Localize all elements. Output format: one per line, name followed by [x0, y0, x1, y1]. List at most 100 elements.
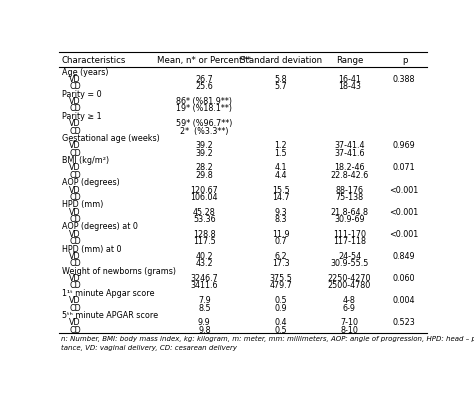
Text: 8-10: 8-10 — [340, 325, 358, 334]
Text: VD: VD — [69, 318, 81, 326]
Text: Age (years): Age (years) — [62, 68, 109, 77]
Text: 18-43: 18-43 — [338, 82, 361, 91]
Text: 29.8: 29.8 — [195, 171, 213, 179]
Text: 30.9-69: 30.9-69 — [334, 215, 365, 224]
Text: Characteristics: Characteristics — [62, 56, 126, 65]
Text: 0.388: 0.388 — [393, 75, 415, 84]
Text: 0.849: 0.849 — [393, 251, 416, 260]
Text: 9.8: 9.8 — [198, 325, 210, 334]
Text: 375.5: 375.5 — [269, 273, 292, 282]
Text: CD: CD — [69, 259, 81, 268]
Text: p: p — [402, 56, 407, 65]
Text: 88-176: 88-176 — [336, 185, 364, 194]
Text: Gestational age (weeks): Gestational age (weeks) — [62, 134, 160, 143]
Text: 0.071: 0.071 — [393, 163, 416, 172]
Text: 30.9-55.5: 30.9-55.5 — [330, 259, 369, 268]
Text: 75-138: 75-138 — [336, 192, 364, 201]
Text: <0.001: <0.001 — [390, 185, 419, 194]
Text: 25.6: 25.6 — [195, 82, 213, 91]
Text: 120.67: 120.67 — [191, 185, 218, 194]
Text: CD: CD — [69, 171, 81, 179]
Text: VD: VD — [69, 97, 81, 106]
Text: 0.4: 0.4 — [274, 318, 287, 326]
Text: 0.9: 0.9 — [274, 303, 287, 312]
Text: 5.7: 5.7 — [274, 82, 287, 91]
Text: 11.9: 11.9 — [272, 229, 290, 238]
Text: CD: CD — [69, 215, 81, 224]
Text: 4.4: 4.4 — [274, 171, 287, 179]
Text: VD: VD — [69, 207, 81, 216]
Text: <0.001: <0.001 — [390, 207, 419, 216]
Text: Range: Range — [336, 56, 363, 65]
Text: 0.004: 0.004 — [393, 295, 415, 305]
Text: 3411.6: 3411.6 — [191, 281, 218, 290]
Text: VD: VD — [69, 251, 81, 260]
Text: 8.3: 8.3 — [274, 215, 287, 224]
Text: 19* (%18.1**): 19* (%18.1**) — [176, 104, 232, 113]
Text: AOP (degrees): AOP (degrees) — [62, 178, 119, 187]
Text: Mean, n* or Percent**: Mean, n* or Percent** — [157, 56, 251, 65]
Text: 15.5: 15.5 — [272, 185, 290, 194]
Text: VD: VD — [69, 295, 81, 305]
Text: 0.5: 0.5 — [274, 325, 287, 334]
Text: 0.969: 0.969 — [393, 141, 416, 150]
Text: 43.2: 43.2 — [196, 259, 213, 268]
Text: VD: VD — [69, 273, 81, 282]
Text: 39.2: 39.2 — [195, 141, 213, 150]
Text: 6.2: 6.2 — [274, 251, 287, 260]
Text: AOP (degrees) at 0: AOP (degrees) at 0 — [62, 222, 137, 231]
Text: 45.28: 45.28 — [193, 207, 216, 216]
Text: 37-41.6: 37-41.6 — [334, 148, 365, 157]
Text: 24-54: 24-54 — [338, 251, 361, 260]
Text: CD: CD — [69, 104, 81, 113]
Text: Parity ≥ 1: Parity ≥ 1 — [62, 111, 101, 121]
Text: <0.001: <0.001 — [390, 229, 419, 238]
Text: 2*  (%3.3**): 2* (%3.3**) — [180, 126, 228, 135]
Text: 18.2-46: 18.2-46 — [334, 163, 365, 172]
Text: 16-41: 16-41 — [338, 75, 361, 84]
Text: 106.04: 106.04 — [191, 192, 218, 201]
Text: VD: VD — [69, 185, 81, 194]
Text: 0.060: 0.060 — [393, 273, 415, 282]
Text: 1¹ᵗ minute Apgar score: 1¹ᵗ minute Apgar score — [62, 288, 155, 297]
Text: n: Number, BMI: body mass index, kg: kilogram, m: meter, mm: millimeters, AOP: a: n: Number, BMI: body mass index, kg: kil… — [61, 335, 474, 350]
Text: CD: CD — [69, 281, 81, 290]
Text: BMI (kg/m²): BMI (kg/m²) — [62, 156, 109, 165]
Text: 0.7: 0.7 — [274, 237, 287, 245]
Text: 17.3: 17.3 — [272, 259, 290, 268]
Text: Standard deviation: Standard deviation — [239, 56, 322, 65]
Text: 14.7: 14.7 — [272, 192, 290, 201]
Text: 53.36: 53.36 — [193, 215, 216, 224]
Text: 2250-4270: 2250-4270 — [328, 273, 371, 282]
Text: HPD (mm) at 0: HPD (mm) at 0 — [62, 244, 121, 253]
Text: 8.5: 8.5 — [198, 303, 210, 312]
Text: CD: CD — [69, 192, 81, 201]
Text: CD: CD — [69, 126, 81, 135]
Text: Weight of newborns (grams): Weight of newborns (grams) — [62, 266, 176, 275]
Text: CD: CD — [69, 148, 81, 157]
Text: 5ᵗʰ minute APGAR score: 5ᵗʰ minute APGAR score — [62, 310, 158, 319]
Text: 37-41.4: 37-41.4 — [334, 141, 365, 150]
Text: 479.7: 479.7 — [269, 281, 292, 290]
Text: 9.9: 9.9 — [198, 318, 211, 326]
Text: 22.8-42.6: 22.8-42.6 — [330, 171, 369, 179]
Text: CD: CD — [69, 82, 81, 91]
Text: 9.3: 9.3 — [274, 207, 287, 216]
Text: 1.5: 1.5 — [274, 148, 287, 157]
Text: 128.8: 128.8 — [193, 229, 216, 238]
Text: VD: VD — [69, 141, 81, 150]
Text: CD: CD — [69, 303, 81, 312]
Text: 5.8: 5.8 — [274, 75, 287, 84]
Text: HPD (mm): HPD (mm) — [62, 200, 103, 209]
Text: 39.2: 39.2 — [195, 148, 213, 157]
Text: CD: CD — [69, 325, 81, 334]
Text: 1.2: 1.2 — [274, 141, 287, 150]
Text: VD: VD — [69, 119, 81, 128]
Text: 7.9: 7.9 — [198, 295, 211, 305]
Text: 40.2: 40.2 — [196, 251, 213, 260]
Text: 4.1: 4.1 — [274, 163, 287, 172]
Text: VD: VD — [69, 75, 81, 84]
Text: 4-8: 4-8 — [343, 295, 356, 305]
Text: CD: CD — [69, 237, 81, 245]
Text: 3246.7: 3246.7 — [191, 273, 218, 282]
